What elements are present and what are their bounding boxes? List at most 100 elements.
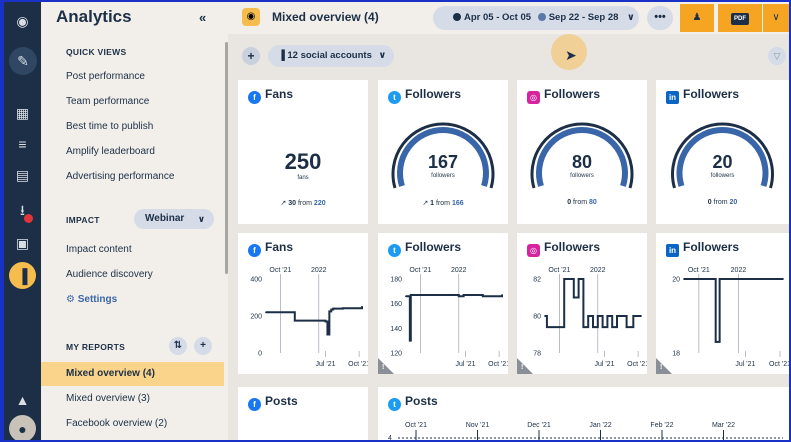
y-tick-label: 4 (388, 435, 392, 440)
sidebar-item-post-performance[interactable]: Post performance (66, 71, 145, 82)
stat-value: 80 (571, 152, 593, 172)
sidebar-item-advertising[interactable]: Advertising performance (66, 171, 175, 182)
settings-link[interactable]: ⚙ Settings (66, 294, 117, 305)
export-options-button[interactable]: ∨ (763, 4, 789, 32)
card-title: ◎ Followers (527, 240, 600, 257)
from-word: from (436, 200, 451, 207)
sidebar-item-best-time[interactable]: Best time to publish (66, 121, 154, 132)
compare-range-dot (537, 13, 546, 21)
compose-icon[interactable]: ✎ (9, 47, 37, 75)
person-icon: ♟ (692, 12, 702, 23)
stat-unit: followers (570, 173, 594, 179)
data-point (351, 307, 354, 310)
twitter-posts-card[interactable]: t Posts Oct '21 Nov '21 Dec '21 Jan '22 Feb '… (378, 387, 789, 440)
data-point (592, 326, 594, 328)
data-point (565, 278, 568, 280)
share-button[interactable]: ♟ (680, 4, 714, 32)
card-title-text: Posts (265, 394, 298, 408)
data-point (640, 315, 642, 317)
more-options-button[interactable]: ••• (647, 6, 673, 30)
card-title: f Fans (248, 240, 293, 257)
avatar[interactable]: ● (9, 415, 36, 440)
top-tick-label: 2022 (311, 267, 327, 274)
top-tick-label: Mar '22 (712, 422, 735, 429)
hootsuite-logo-icon[interactable]: ◉ (16, 13, 29, 29)
facebook-fans-card[interactable]: f Fans 250 fans ↗ 30 from 220 (238, 80, 368, 224)
inbox-icon[interactable]: ⭳ (20, 201, 25, 218)
bottom-tick-label: Jul '21 (456, 361, 476, 368)
sort-icon[interactable]: ⇅ (169, 337, 187, 355)
sidebar-item-team-performance[interactable]: Team performance (66, 96, 150, 107)
instagram-followers-chart-card[interactable]: ◎ Followers Oct '21 2022 82 80 78 Jul '21 Oct '2… (517, 233, 647, 374)
card-title-text: Followers (544, 240, 601, 254)
expand-up-icon[interactable]: ▲ (15, 391, 30, 408)
dashboard-icon[interactable]: ▦ (15, 105, 30, 121)
sidebar-item-report[interactable]: Facebook overview (2) (66, 418, 168, 429)
stat-value: 20 (712, 152, 733, 172)
collapse-sidebar-icon[interactable]: « (199, 10, 207, 25)
card-title: f Posts (248, 394, 298, 411)
social-accounts-label: 12 social accounts (287, 50, 372, 61)
data-point (577, 278, 580, 280)
data-point (328, 310, 331, 313)
card-title-text: Fans (265, 240, 294, 254)
pdf-export-button[interactable]: PDF (718, 4, 762, 32)
data-point (716, 341, 719, 343)
trend-up-icon: ↗ (280, 200, 287, 207)
twitter-followers-card[interactable]: t Followers 167 followers ↗ 1 from 166 (378, 80, 508, 224)
linkedin-followers-chart-card[interactable]: in Followers Oct '21 2022 20 18 Jul '21 Oct '21… (656, 233, 789, 374)
linkedin-followers-card[interactable]: in Followers 20 followers 0 from 20 (656, 80, 789, 224)
sidebar-item-report[interactable]: Mixed overview (3) (66, 393, 150, 404)
facebook-posts-card[interactable]: f Posts (238, 387, 368, 440)
chevron-down-icon: ∨ (378, 50, 387, 61)
data-point (405, 295, 407, 298)
warning-icon[interactable]: ! (378, 358, 394, 374)
data-point (433, 294, 436, 296)
card-title-text: Posts (405, 394, 438, 408)
add-report-icon[interactable]: + (194, 337, 212, 355)
stat-delta: 1 (430, 200, 435, 207)
line-chart: Oct '21 2022 180 160 140 120 Jul '21 Oct '21 (390, 267, 508, 368)
page-title: Mixed overview (4) (272, 10, 379, 24)
bar-chart-icon: ▐ (278, 50, 285, 61)
filter-icon[interactable]: ▽ (768, 47, 786, 65)
sidebar-item-amplify[interactable]: Amplify leaderboard (66, 146, 155, 157)
top-tick-label: Nov '21 (466, 422, 490, 429)
webinar-dropdown[interactable]: Webinar ∨ (134, 209, 214, 229)
data-point (293, 319, 296, 322)
instagram-icon: ◎ (527, 244, 540, 257)
date-range-picker[interactable]: Apr 05 - Oct 05 Sep 22 - Sep 28 ∨ (433, 6, 639, 30)
instagram-followers-card[interactable]: ◎ Followers 80 followers 0 from 80 (517, 80, 647, 224)
calendar-icon[interactable]: ▤ (15, 167, 30, 183)
sidebar-item-report-selected[interactable]: Mixed overview (4) (41, 362, 224, 386)
top-tick-label: Oct '21 (409, 267, 431, 274)
clipboard-icon[interactable]: ▣ (15, 235, 30, 251)
twitter-followers-chart-card[interactable]: t Followers Oct '21 2022 180 160 140 120 Jul '21… (378, 233, 508, 374)
y-tick-label: 400 (250, 277, 262, 284)
streams-icon[interactable]: ≡ (18, 135, 27, 152)
data-point (453, 294, 455, 296)
stat-comparison: ↗ 30 from 220 (238, 199, 368, 207)
top-tick-label: Oct '21 (269, 267, 291, 274)
analytics-icon[interactable]: ▐ (9, 262, 36, 289)
warning-icon[interactable]: ! (656, 358, 672, 374)
social-accounts-dropdown[interactable]: ▐ 12 social accounts ∨ (268, 45, 394, 67)
sidebar-item-audience-discovery[interactable]: Audience discovery (66, 269, 153, 280)
quick-views-heading: QUICK VIEWS (66, 47, 127, 57)
y-tick-label: 82 (533, 277, 541, 284)
warning-icon[interactable]: ! (517, 358, 533, 374)
sidebar-scrollbar[interactable] (225, 42, 228, 274)
data-point (544, 315, 546, 317)
data-point (481, 295, 484, 298)
stat-from-value: 20 (729, 199, 738, 206)
stat-comparison: 0 from 80 (517, 199, 647, 206)
facebook-fans-chart-card[interactable]: f Fans Oct '21 2022 400 200 0 Jul '21 Oct '21 (238, 233, 368, 374)
data-point (472, 294, 475, 296)
add-widget-button[interactable]: + (242, 47, 260, 65)
filter-bar: + ▐ 12 social accounts ∨ ▽ (228, 41, 789, 71)
top-tick-label: Feb '22 (650, 422, 673, 429)
card-title: in Followers (666, 240, 739, 257)
stat-from-value: 220 (313, 200, 326, 207)
card-title-text: Followers (683, 87, 740, 101)
sidebar-item-impact-content[interactable]: Impact content (66, 244, 132, 255)
